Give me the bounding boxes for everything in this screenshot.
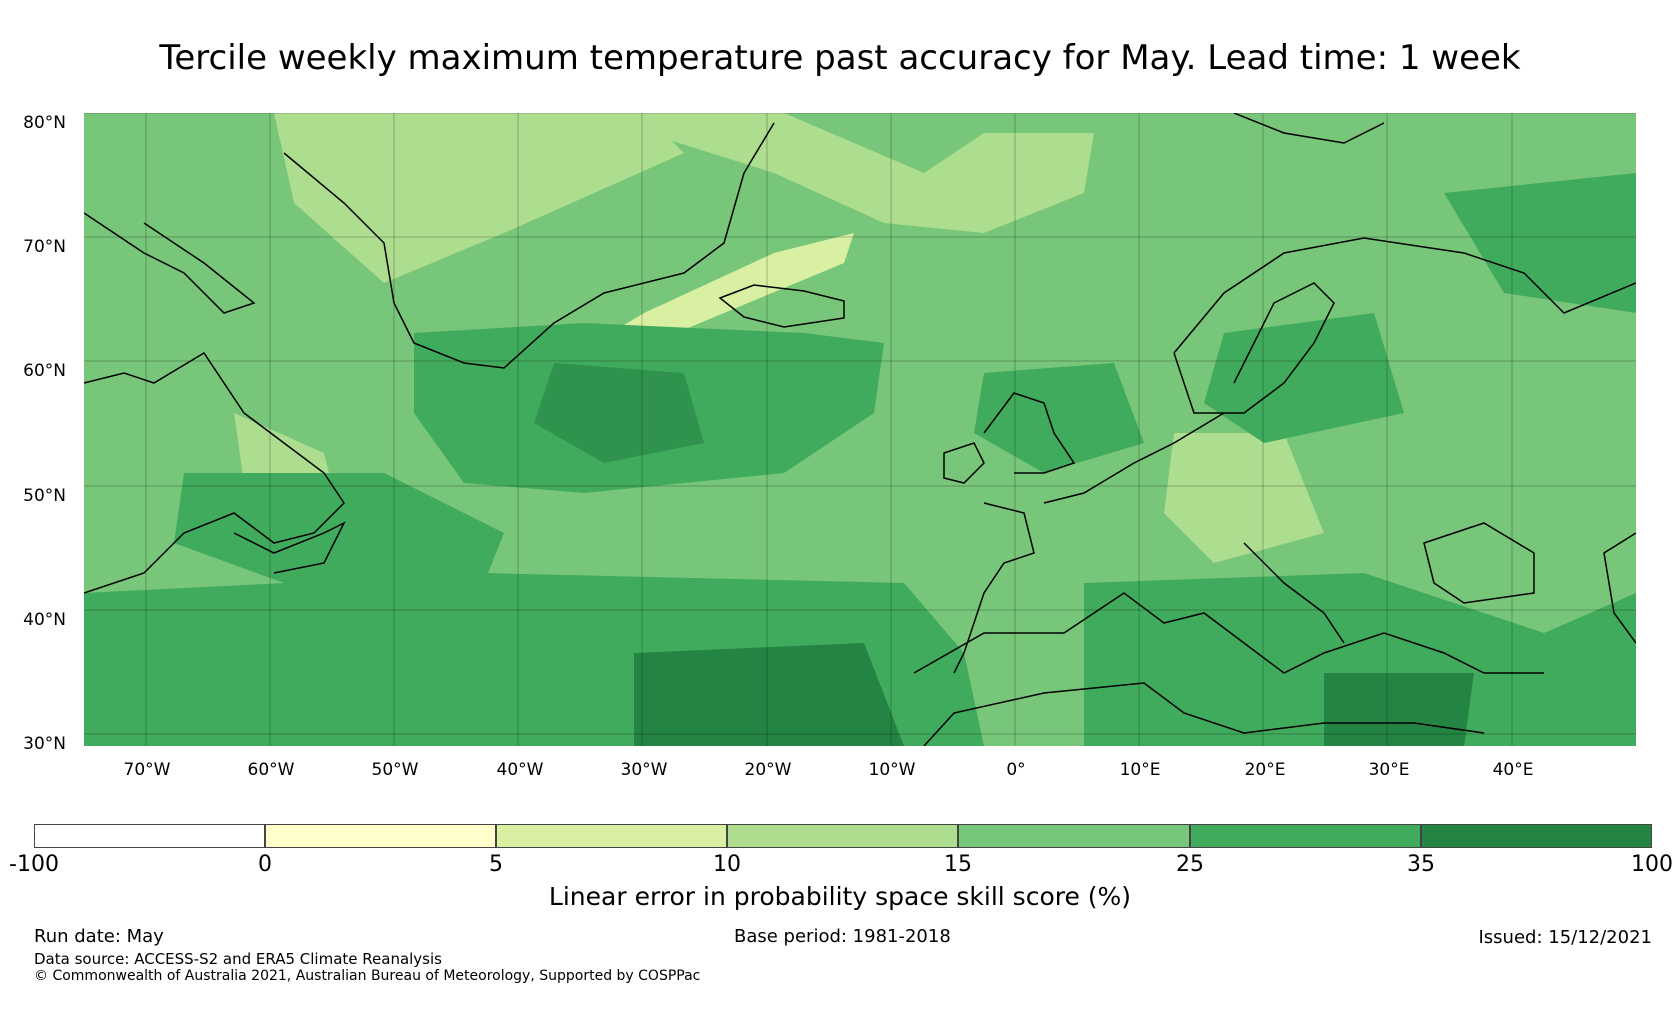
colorbar-segment-4 xyxy=(958,824,1190,848)
coastline-baffin-island xyxy=(84,212,256,314)
lon-label-70w: 70°W xyxy=(123,760,171,780)
lon-label-20w: 20°W xyxy=(744,760,792,780)
coastline-france-iberia xyxy=(953,502,1035,674)
skill-region-north-sea xyxy=(974,363,1144,473)
lon-label-50w: 50°W xyxy=(371,760,419,780)
coastline-great-britain xyxy=(983,392,1076,474)
coastline-nova-scotia xyxy=(233,521,346,574)
colorbar-tick-10: 10 xyxy=(713,852,741,877)
skill-region-canary xyxy=(634,643,904,746)
skill-region-mid-atlantic-core xyxy=(534,363,704,463)
colorbar-segment-3 xyxy=(727,824,958,848)
colorbar-tick-minus100: -100 xyxy=(9,852,59,877)
lon-label-10w: 10°W xyxy=(868,760,916,780)
colorbar-segment-5 xyxy=(1190,824,1421,848)
map-title: Tercile weekly maximum temperature past … xyxy=(159,38,1521,78)
colorbar xyxy=(34,824,1652,850)
coastline-greenland xyxy=(283,122,775,369)
colorbar-segment-2 xyxy=(496,824,727,848)
colorbar-label: Linear error in probability space skill … xyxy=(548,882,1132,911)
colorbar-tick-25: 25 xyxy=(1176,852,1204,877)
lon-label-40e: 40°E xyxy=(1492,760,1534,780)
coastline-north-africa xyxy=(923,682,1485,746)
skill-region-nw-atlantic xyxy=(174,473,504,583)
skill-region-central-europe xyxy=(1164,433,1324,563)
lat-label-40n: 40°N xyxy=(23,610,66,630)
issued-date: Issued: 15/12/2021 xyxy=(1478,927,1652,948)
colorbar-segment-6 xyxy=(1421,824,1652,848)
lat-label-80n: 80°N xyxy=(23,113,66,133)
skill-region-barents xyxy=(1444,173,1636,313)
coastline-italy xyxy=(1243,542,1345,644)
graticule xyxy=(84,113,1636,746)
coastline-scandinavia-north xyxy=(1173,237,1636,354)
colorbar-tick-15: 15 xyxy=(944,852,972,877)
coastline-svalbard xyxy=(1233,113,1385,144)
map-canvas xyxy=(84,113,1636,746)
skill-region-scandinavia xyxy=(1204,313,1404,443)
colorbar-tick-5: 5 xyxy=(489,852,503,877)
colorbar-tick-35: 35 xyxy=(1407,852,1435,877)
lon-label-30w: 30°W xyxy=(620,760,668,780)
colorbar-segment-1 xyxy=(265,824,496,848)
lat-label-50n: 50°N xyxy=(23,486,66,506)
coastline-ireland xyxy=(943,442,985,484)
copyright: © Commonwealth of Australia 2021, Austra… xyxy=(34,968,701,984)
data-source: Data source: ACCESS-S2 and ERA5 Climate … xyxy=(34,950,442,968)
coastline-north-america xyxy=(84,351,345,594)
skill-region-east-med xyxy=(1324,673,1474,746)
lon-label-40w: 40°W xyxy=(496,760,544,780)
skill-score-map xyxy=(84,113,1636,746)
skill-region-greenland xyxy=(274,113,684,283)
coastline-caspian xyxy=(1603,532,1636,644)
lon-label-30e: 30°E xyxy=(1368,760,1410,780)
colorbar-tick-100: 100 xyxy=(1631,852,1673,877)
coastlines xyxy=(84,113,1636,746)
colorbar-segment-0 xyxy=(34,824,265,848)
skill-region-norwegian-sea xyxy=(584,113,1094,233)
coastline-north-sea-continent xyxy=(1043,412,1225,504)
colorbar-tick-0: 0 xyxy=(258,852,272,877)
lon-label-60w: 60°W xyxy=(247,760,295,780)
coastline-mediterranean-north xyxy=(913,592,1544,674)
lon-label-0: 0° xyxy=(1006,760,1026,780)
coastline-iceland xyxy=(718,284,845,328)
skill-region-mediterranean xyxy=(1084,573,1636,746)
lat-label-30n: 30°N xyxy=(23,734,66,754)
coastline-scandinavia-south xyxy=(1173,282,1335,414)
run-date: Run date: May xyxy=(34,926,164,947)
base-period: Base period: 1981-2018 xyxy=(734,926,951,947)
lat-label-70n: 70°N xyxy=(23,237,66,257)
lon-label-10e: 10°E xyxy=(1119,760,1161,780)
lat-label-60n: 60°N xyxy=(23,361,66,381)
lon-label-20e: 20°E xyxy=(1244,760,1286,780)
coastline-black-sea xyxy=(1423,522,1535,604)
